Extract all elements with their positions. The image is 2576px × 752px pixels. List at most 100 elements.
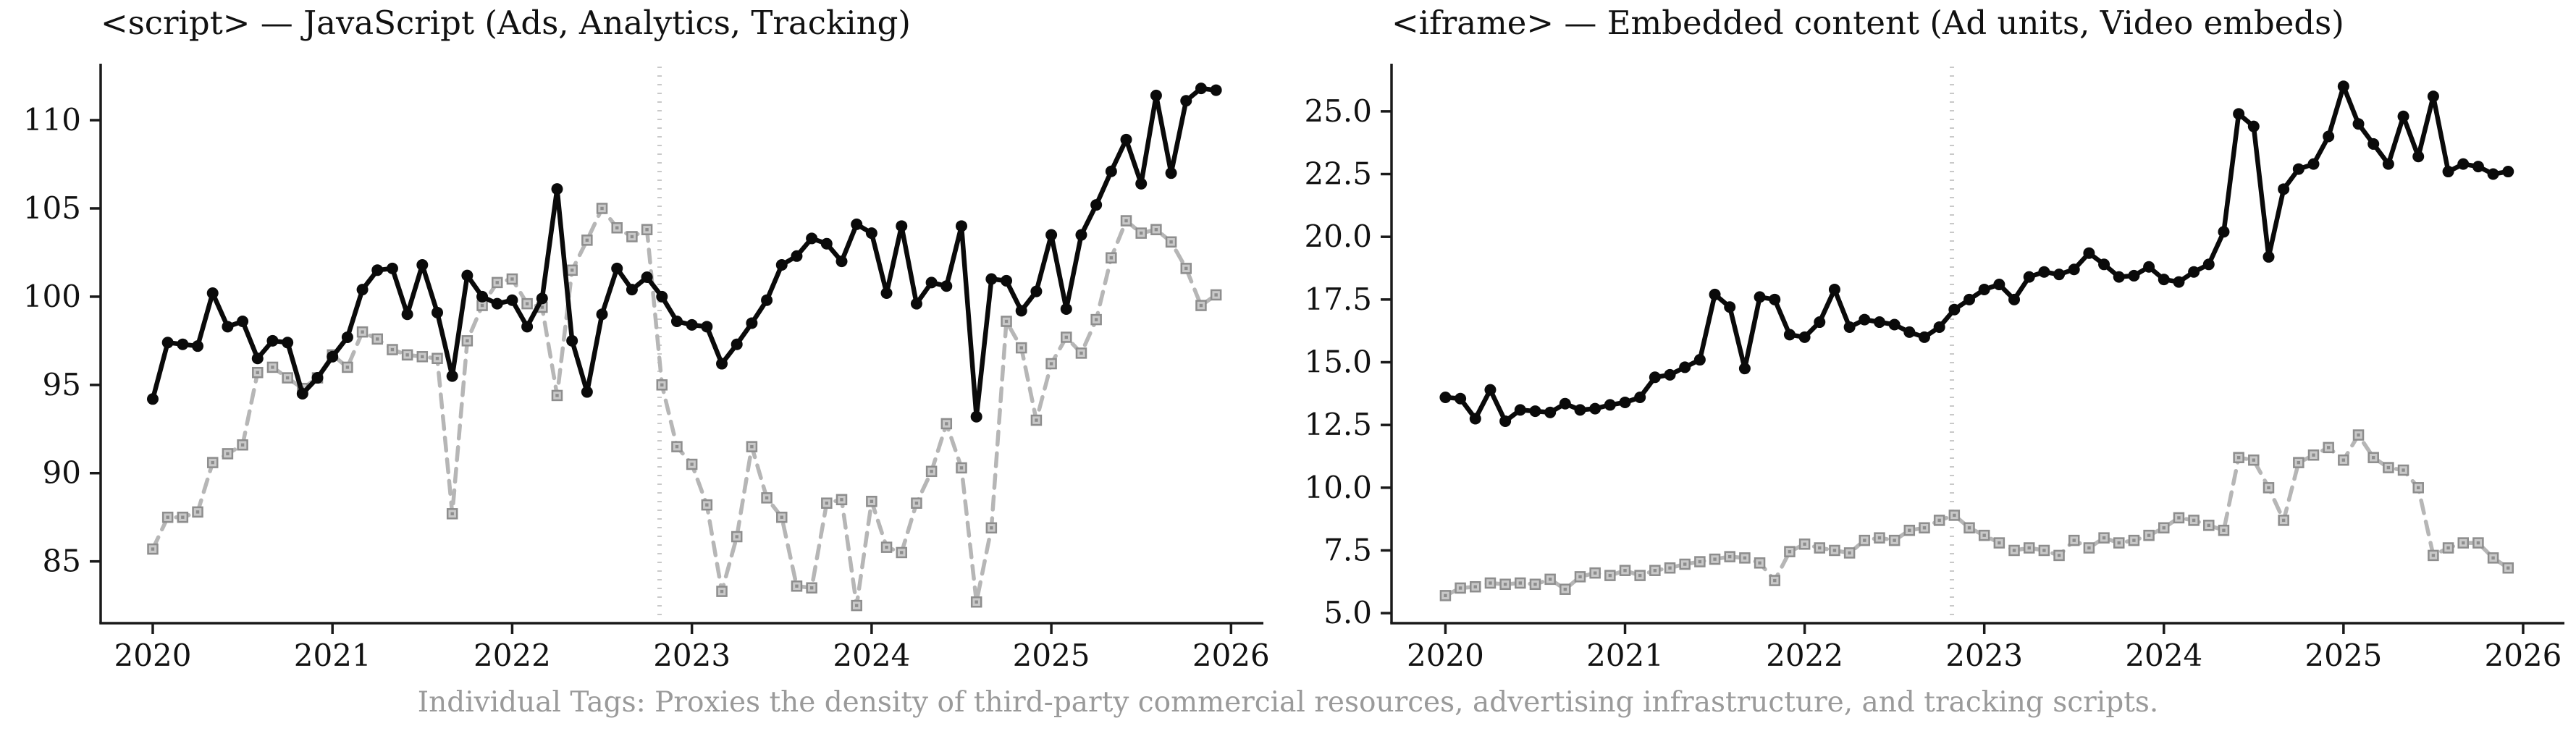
x-axis-ticks: 2020 2021 2022 2023 2024 2025 2026 — [1407, 623, 2562, 673]
data-point-marker-core — [1563, 588, 1567, 591]
data-point-marker — [2457, 158, 2470, 170]
data-point-marker — [1769, 293, 1781, 305]
data-point-marker — [192, 340, 204, 352]
data-point-marker — [2143, 261, 2155, 273]
data-point-marker-core — [2476, 541, 2480, 545]
data-point-marker — [2038, 266, 2050, 278]
data-point-marker — [1060, 303, 1072, 315]
data-point-marker-core — [1444, 593, 1447, 598]
data-point-marker — [1978, 283, 1990, 295]
data-point-marker — [386, 262, 398, 274]
data-point-marker-core — [1848, 551, 1851, 555]
y-tick-label: 85 — [43, 544, 81, 579]
data-point-marker — [940, 280, 953, 292]
data-point-marker-core — [1698, 559, 1702, 564]
data-point-marker — [2008, 293, 2021, 305]
data-point-marker-core — [690, 462, 694, 466]
y-tick-label: 105 — [23, 190, 81, 226]
data-point-marker — [1724, 301, 1736, 313]
data-point-marker — [1903, 326, 1916, 338]
data-point-marker-core — [2446, 546, 2450, 550]
data-point-marker-core — [2147, 533, 2151, 537]
data-point-marker — [1001, 274, 1013, 287]
data-point-marker-core — [555, 394, 559, 397]
data-point-marker — [746, 317, 758, 329]
data-point-marker — [1828, 283, 1840, 295]
data-point-marker-core — [2027, 546, 2031, 550]
data-point-marker-core — [1863, 538, 1866, 542]
data-point-marker — [2233, 108, 2245, 120]
data-point-marker-core — [990, 526, 993, 530]
data-point-marker — [670, 316, 683, 328]
data-point-marker-core — [1169, 240, 1173, 244]
data-point-marker-core — [1743, 556, 1747, 560]
data-point-marker — [1873, 316, 1885, 329]
data-point-marker — [2442, 166, 2454, 178]
data-point-marker-core — [720, 589, 724, 593]
y-tick-label: 5.0 — [1323, 595, 1372, 630]
data-point-marker-core — [2102, 536, 2106, 540]
data-point-marker-core — [1773, 578, 1777, 583]
data-point-marker — [1888, 318, 1901, 331]
data-point-marker-core — [1758, 561, 1761, 565]
data-point-marker — [206, 287, 219, 300]
data-point-marker — [1754, 291, 1766, 303]
data-point-marker — [2098, 258, 2110, 271]
data-point-marker — [1693, 354, 1706, 366]
data-point-marker — [1619, 396, 1631, 408]
data-point-marker-core — [1184, 266, 1188, 271]
data-point-marker — [686, 318, 698, 331]
data-point-marker — [251, 352, 264, 365]
data-point-marker-core — [1593, 571, 1597, 575]
data-point-marker-core — [2162, 526, 2165, 530]
data-point-marker-core — [2177, 516, 2181, 520]
data-point-marker — [865, 227, 877, 240]
data-point-marker — [1559, 397, 1571, 410]
data-point-marker — [1090, 199, 1103, 211]
data-point-marker-core — [376, 337, 379, 341]
data-point-marker-core — [2417, 486, 2420, 490]
data-point-marker — [2083, 247, 2095, 259]
data-point-marker-core — [840, 498, 843, 502]
y-tick-label: 7.5 — [1323, 532, 1372, 567]
data-point-marker-core — [660, 383, 664, 387]
data-point-marker-core — [2252, 458, 2256, 462]
y-tick-label: 20.0 — [1304, 219, 1372, 254]
data-point-marker-core — [435, 357, 439, 360]
data-point-marker-core — [2207, 523, 2210, 528]
data-point-marker-core — [1638, 573, 1642, 578]
data-point-marker-core — [2012, 549, 2016, 552]
data-point-marker — [551, 183, 563, 195]
y-tick-label: 95 — [43, 367, 81, 402]
data-point-marker — [1933, 321, 1945, 333]
y-tick-label: 110 — [23, 102, 81, 138]
data-point-marker-core — [1653, 569, 1657, 573]
y-tick-label: 10.0 — [1304, 470, 1372, 505]
data-point-marker-core — [900, 551, 904, 554]
series-dashed-gray-line — [151, 206, 1218, 608]
x-tick-label: 2021 — [1586, 638, 1664, 673]
data-point-marker — [2307, 158, 2320, 170]
data-point-marker-core — [2357, 433, 2360, 437]
data-point-marker-core — [166, 515, 169, 519]
data-point-marker-core — [1079, 351, 1083, 355]
data-point-marker-core — [1004, 319, 1009, 324]
data-point-marker-core — [1668, 566, 1672, 570]
data-point-marker-core — [1518, 581, 1522, 585]
data-point-marker — [851, 218, 863, 230]
data-point-marker — [2188, 266, 2200, 278]
data-point-marker — [581, 386, 593, 398]
y-tick-label: 17.5 — [1304, 282, 1372, 317]
data-point-marker — [2397, 110, 2409, 122]
data-point-marker-core — [151, 547, 155, 551]
data-point-marker — [970, 410, 982, 423]
x-tick-label: 2024 — [2125, 638, 2202, 673]
data-point-marker-core — [1998, 541, 2001, 545]
data-point-marker — [1484, 384, 1497, 396]
data-point-marker — [506, 294, 518, 306]
data-point-marker — [296, 387, 308, 400]
data-point-marker-core — [1064, 335, 1068, 339]
data-point-marker-core — [525, 302, 529, 305]
data-point-marker — [566, 334, 578, 347]
